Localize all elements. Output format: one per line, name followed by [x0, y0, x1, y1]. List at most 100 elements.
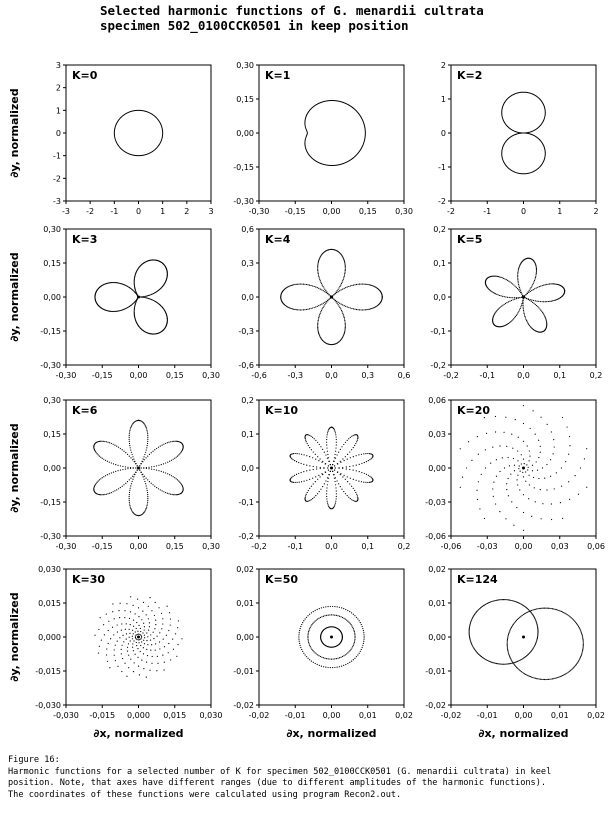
data-point: [328, 506, 330, 508]
data-point: [128, 286, 130, 288]
data-point: [324, 304, 326, 306]
data-point: [540, 607, 542, 609]
data-point: [133, 279, 135, 281]
data-point: [526, 445, 528, 447]
data-point: [182, 446, 184, 449]
data-point: [331, 248, 333, 251]
data-point: [292, 475, 294, 477]
data-point: [552, 453, 554, 455]
data-point: [572, 667, 574, 669]
data-point: [318, 277, 320, 279]
data-point: [523, 613, 526, 615]
data-point: [358, 309, 361, 311]
data-point: [107, 629, 109, 632]
data-point: [138, 419, 140, 422]
data-point: [179, 441, 181, 443]
data-point: [305, 308, 308, 311]
data-point: [130, 658, 132, 660]
data-point: [135, 471, 137, 473]
data-point: [320, 281, 322, 283]
data-point: [326, 500, 328, 502]
data-point: [105, 441, 107, 443]
data-point: [319, 335, 321, 337]
data-point: [303, 480, 305, 482]
data-point: [481, 656, 483, 658]
data-point: [492, 317, 494, 319]
data-point: [509, 281, 511, 283]
data-point: [505, 599, 507, 601]
data-point: [307, 635, 309, 637]
data-point: [533, 279, 536, 282]
data-point: [131, 303, 133, 305]
data-point: [354, 284, 356, 286]
data-point: [345, 468, 347, 470]
x-tick-label: 0,00: [323, 207, 341, 216]
data-point: [319, 466, 321, 469]
data-point: [300, 471, 302, 474]
data-point: [495, 459, 498, 461]
data-point: [309, 465, 311, 467]
data-point: [336, 463, 339, 465]
data-point: [170, 493, 172, 495]
data-point: [309, 499, 311, 502]
data-point: [147, 496, 149, 498]
data-point: [308, 629, 310, 631]
data-point: [535, 641, 537, 643]
data-point: [514, 600, 516, 603]
data-point: [534, 263, 537, 265]
data-point: [115, 310, 117, 312]
plot-area: [94, 259, 168, 335]
data-point: [126, 285, 128, 287]
data-point: [317, 326, 319, 329]
origin-point: [522, 295, 525, 299]
origin-point: [330, 466, 333, 470]
data-point: [535, 266, 537, 268]
data-point: [290, 477, 292, 479]
data-point: [101, 494, 103, 496]
data-point: [302, 650, 304, 652]
data-point: [506, 645, 508, 647]
data-point: [546, 323, 548, 325]
data-point: [119, 617, 121, 619]
data-point: [532, 289, 534, 291]
data-point: [305, 283, 308, 286]
data-point: [181, 450, 183, 452]
data-point: [522, 308, 524, 310]
data-point: [135, 641, 137, 644]
data-point: [352, 487, 354, 489]
data-point: [521, 614, 523, 616]
data-point: [333, 428, 335, 430]
data-point: [520, 615, 522, 617]
data-point: [566, 613, 568, 616]
data-point: [112, 471, 115, 473]
data-point: [96, 441, 98, 443]
data-point: [473, 615, 475, 617]
data-point: [124, 616, 126, 619]
data-point: [498, 326, 500, 328]
data-point: [525, 612, 527, 614]
plot-area: [468, 599, 584, 681]
data-point: [134, 420, 136, 423]
data-point: [549, 678, 551, 680]
data-point: [574, 620, 576, 622]
data-point: [504, 324, 506, 326]
data-point: [136, 644, 138, 647]
data-point: [486, 659, 488, 662]
data-point: [318, 664, 320, 666]
data-point: [293, 453, 295, 455]
data-point: [135, 290, 137, 292]
x-tick-label: -0,3: [287, 371, 303, 380]
caption-line-4: The coordinates of these functions were …: [8, 789, 402, 800]
data-point: [324, 615, 326, 617]
data-point: [563, 611, 565, 614]
data-point: [344, 265, 346, 268]
data-point: [134, 274, 136, 276]
data-point: [542, 313, 545, 315]
data-point: [146, 447, 148, 449]
data-point: [547, 607, 550, 609]
data-point: [549, 475, 552, 477]
data-point: [158, 303, 160, 305]
data-point: [350, 624, 352, 626]
data-point: [538, 286, 540, 288]
data-point: [331, 343, 333, 346]
